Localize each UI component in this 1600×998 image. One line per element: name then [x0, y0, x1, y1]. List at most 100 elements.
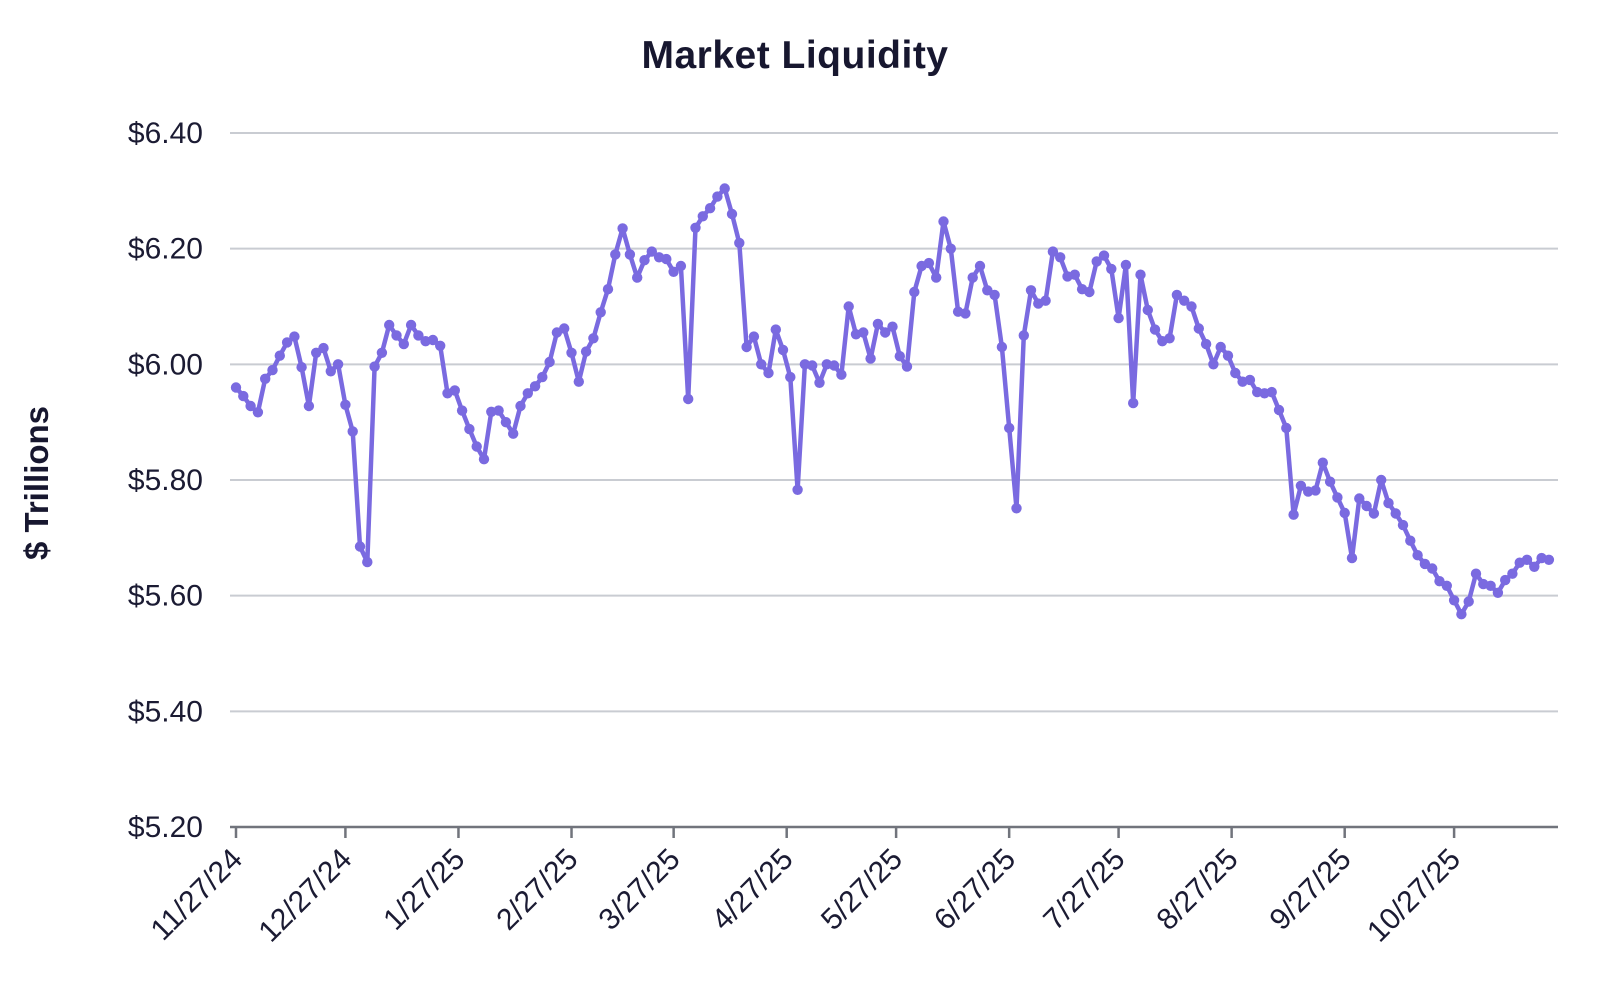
data-point-marker [478, 454, 490, 465]
data-point-marker [1281, 422, 1292, 434]
data-point-marker [872, 318, 884, 330]
data-point-marker [1200, 338, 1212, 350]
data-point-marker [712, 191, 723, 202]
data-point-marker [836, 369, 847, 380]
data-point-marker [1354, 493, 1365, 504]
data-point-marker [756, 359, 767, 370]
x-tick-label: 7/27/25 [1037, 843, 1131, 937]
data-point-marker [1047, 246, 1059, 257]
data-point-marker [1368, 508, 1380, 519]
data-point-marker [880, 327, 891, 338]
data-point-marker [763, 367, 774, 379]
data-point-marker [318, 342, 329, 354]
data-point-marker [1120, 259, 1132, 271]
data-point-marker [661, 253, 672, 265]
data-point-marker [828, 360, 840, 371]
data-point-marker [449, 385, 460, 396]
x-tick-label: 3/27/25 [592, 843, 686, 937]
data-point-marker [704, 203, 716, 214]
data-point-marker [1529, 561, 1540, 572]
data-point-marker [639, 255, 650, 266]
y-tick-labels: $6.40 $6.20 $6.00 $5.80 $5.60 $5.40 $5.20 [128, 117, 203, 844]
data-point-marker [1339, 507, 1350, 519]
data-point-marker [332, 359, 344, 370]
data-point-marker [464, 423, 475, 435]
y-tick-label: $6.40 [128, 117, 203, 150]
data-point-marker [529, 381, 541, 392]
gridlines [230, 132, 1558, 828]
data-point-marker [413, 330, 424, 341]
data-point-marker [245, 400, 256, 412]
data-point-marker [281, 337, 293, 348]
data-point-marker [1055, 252, 1066, 263]
data-point-marker [573, 376, 584, 387]
data-point-marker [405, 319, 417, 331]
data-point-marker [1412, 550, 1423, 561]
data-point-marker [974, 260, 986, 272]
data-point-marker [887, 321, 898, 332]
data-point-marker [858, 327, 869, 338]
data-point-marker [435, 340, 446, 351]
data-point-marker [1149, 324, 1161, 335]
data-point-marker [865, 353, 876, 364]
data-point-marker [697, 211, 708, 222]
data-point-marker [1106, 263, 1117, 275]
data-point-marker [588, 333, 599, 344]
data-point-marker [1018, 330, 1029, 341]
data-point-marker [1521, 554, 1533, 565]
data-point-marker [522, 388, 533, 399]
data-point-marker [617, 223, 628, 234]
data-point-marker [1463, 596, 1474, 607]
data-point-marker [1266, 386, 1277, 398]
x-tick-label: 6/27/25 [928, 843, 1022, 937]
data-point-marker [289, 331, 300, 342]
data-point-marker [675, 260, 687, 272]
data-point-marker [1040, 295, 1051, 306]
data-point-marker [1004, 422, 1015, 434]
data-point-marker [230, 382, 242, 393]
x-tick-label: 9/27/25 [1264, 843, 1358, 937]
data-point-marker [260, 373, 271, 384]
data-point-marker [683, 393, 694, 405]
y-tick-label: $5.20 [128, 811, 203, 844]
data-point-marker [1069, 269, 1081, 280]
data-point-marker [632, 272, 643, 283]
data-point-marker [1091, 256, 1102, 267]
data-point-marker [347, 426, 358, 437]
data-point-marker [938, 216, 949, 227]
data-point-marker [1295, 480, 1307, 491]
data-point-marker [1332, 492, 1343, 503]
data-point-marker [777, 344, 789, 356]
data-point-marker [274, 350, 285, 361]
data-point-marker [1470, 568, 1482, 579]
x-tick-labels: 11/27/24 12/27/24 1/27/25 2/27/25 3/27/25 4/2… [145, 843, 1467, 949]
data-point-marker [362, 556, 373, 568]
data-point-marker [1500, 574, 1511, 586]
data-point-marker [770, 324, 781, 335]
data-point-marker [1215, 341, 1226, 353]
data-point-marker [1405, 535, 1416, 546]
data-point-marker [931, 272, 942, 283]
data-point-marker [1098, 250, 1110, 261]
data-point-marker [785, 371, 796, 383]
data-point-marker [748, 331, 760, 342]
data-point-marker [1543, 554, 1555, 565]
data-point-marker [1186, 301, 1197, 312]
data-point-marker [493, 405, 504, 416]
data-point-marker [1485, 580, 1496, 591]
data-point-marker [1507, 568, 1518, 579]
data-point-marker [384, 319, 395, 331]
data-point-marker [1397, 519, 1409, 531]
data-point-marker [894, 351, 905, 362]
data-point-marker [515, 400, 526, 412]
data-point-marker [1084, 286, 1095, 298]
data-point-marker [1441, 580, 1453, 591]
data-point-marker [427, 334, 439, 346]
data-point-marker [1390, 508, 1401, 519]
data-point-marker [668, 266, 679, 277]
y-tick-label: $5.60 [128, 580, 203, 613]
data-point-marker [500, 417, 512, 428]
data-point-marker [734, 237, 745, 249]
x-tick-label: 12/27/24 [252, 843, 358, 949]
data-series-market-liquidity [230, 183, 1555, 620]
